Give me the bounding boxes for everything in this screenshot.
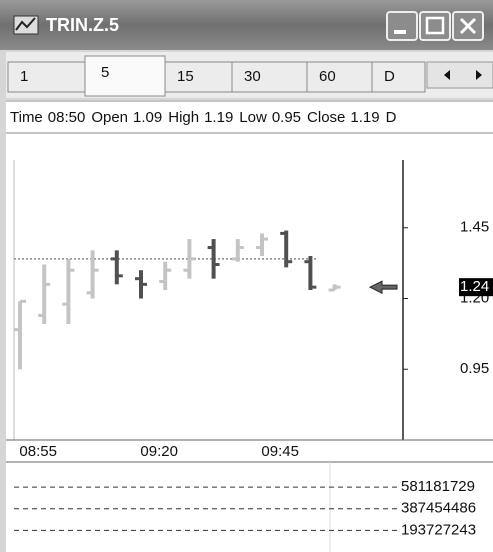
y-tick-label: 387454486: [401, 500, 476, 517]
tab[interactable]: 15: [164, 61, 233, 93]
tab[interactable]: 60: [306, 61, 373, 93]
tab-face: [7, 61, 86, 93]
content: [6, 100, 493, 552]
window-title: TRIN.Z.5: [46, 15, 119, 35]
info-value: 1.19: [204, 109, 233, 126]
x-tick-label: 09:20: [140, 443, 178, 460]
tab-face: [306, 61, 373, 93]
info-value: 08:50: [48, 109, 86, 126]
info-label: Low: [239, 109, 267, 126]
tab-face: [84, 55, 166, 97]
minimize-button[interactable]: [386, 11, 418, 41]
tab[interactable]: 1: [7, 61, 86, 93]
info-label: Time: [10, 109, 43, 126]
app-icon: [13, 15, 39, 35]
info-value: 1.19: [350, 109, 379, 126]
tab-label: 1: [20, 68, 28, 85]
last-price-label: 1.24: [460, 278, 489, 295]
x-tick-label: 08:55: [19, 443, 57, 460]
tab-label: 5: [101, 64, 109, 81]
tab-label: 60: [319, 68, 336, 85]
tab-label: 15: [177, 68, 194, 85]
tab[interactable]: 30: [231, 61, 308, 93]
tab-label: D: [384, 68, 395, 85]
y-tick-label: 193727243: [401, 521, 476, 538]
tab-face: [231, 61, 308, 93]
info-label: D: [386, 109, 397, 126]
tab-scroll[interactable]: [426, 61, 493, 89]
tab[interactable]: D: [371, 61, 426, 93]
tab-face: [371, 61, 426, 93]
info-value: 0.95: [272, 109, 301, 126]
last-price-arrow: [368, 280, 398, 294]
tab-face: [164, 61, 233, 93]
y-tick-label: 1.45: [460, 219, 489, 236]
info-value: 1.09: [133, 109, 162, 126]
close-button[interactable]: [452, 11, 484, 41]
y-tick-label: 581181729: [401, 478, 475, 495]
last-price-box: [459, 278, 493, 297]
tab-label: 30: [244, 68, 261, 85]
x-tick-label: 09:45: [261, 443, 299, 460]
tab[interactable]: 5: [84, 55, 166, 97]
info-label: Open: [91, 109, 128, 126]
maximize-button[interactable]: [419, 11, 451, 41]
info-label: High: [168, 109, 199, 126]
info-label: Close: [307, 109, 345, 126]
info-line: Time 08:50 Open 1.09 High 1.19 Low 0.95 Close 1.1…: [10, 109, 397, 126]
y-tick-label: 0.95: [460, 360, 489, 377]
